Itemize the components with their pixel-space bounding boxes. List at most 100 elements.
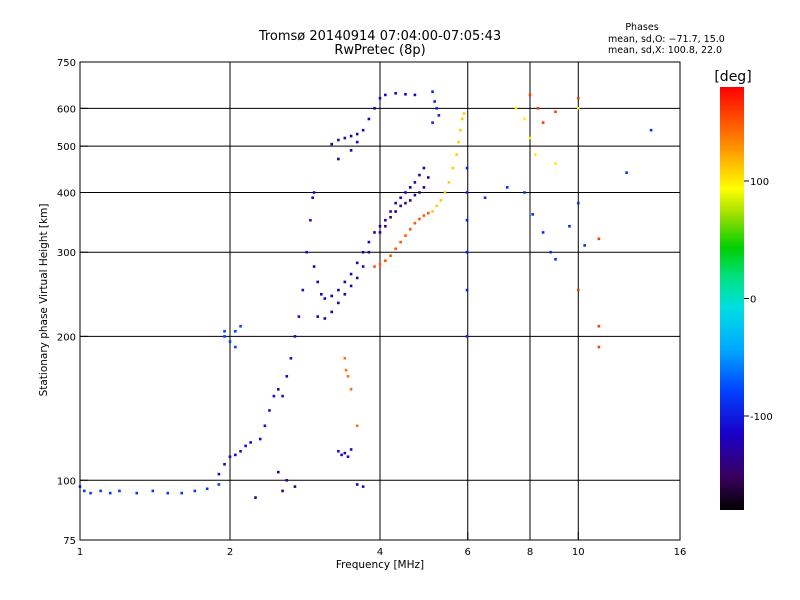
echo-point — [82, 489, 86, 493]
echo-point — [394, 201, 397, 205]
echo-point — [422, 214, 426, 217]
echo-point — [309, 218, 312, 222]
echo-point — [293, 335, 297, 338]
echo-point — [297, 315, 301, 318]
echo-point — [465, 335, 469, 338]
echo-point — [384, 224, 387, 228]
echo-point — [536, 107, 540, 110]
echo-point — [384, 259, 387, 262]
echo-point — [437, 114, 441, 117]
echo-point — [355, 276, 359, 280]
echo-point — [316, 280, 320, 284]
echo-point — [541, 121, 545, 124]
echo-point — [234, 453, 237, 457]
echo-point — [344, 368, 348, 372]
echo-point — [378, 231, 382, 234]
y-tick-label: 300 — [57, 248, 76, 259]
echo-point — [343, 451, 347, 455]
echo-point — [404, 191, 407, 194]
echo-point — [361, 265, 365, 268]
phase-stats-heading: Phases — [625, 22, 658, 33]
echo-point — [399, 240, 402, 244]
echo-point — [431, 210, 434, 213]
echo-point — [426, 211, 430, 215]
echo-point — [373, 265, 376, 268]
echo-point — [281, 394, 284, 398]
echo-point — [337, 301, 340, 305]
echo-point — [455, 153, 458, 156]
echo-point — [465, 218, 469, 222]
echo-point — [465, 288, 469, 292]
echo-point — [228, 455, 232, 459]
y-tick-label: 75 — [63, 536, 76, 547]
echo-point — [234, 345, 237, 349]
echo-point — [349, 149, 353, 152]
echo-point — [217, 472, 221, 476]
echo-point — [118, 489, 121, 493]
echo-point — [108, 491, 112, 495]
echo-point — [378, 224, 382, 228]
x-tick-label: 2 — [227, 547, 233, 558]
echo-point — [349, 134, 353, 138]
echo-point — [554, 257, 557, 261]
echo-point — [625, 171, 628, 175]
plot-area: 1 2 4 6 8 10 16 75 100 200 300 400 500 600 750 — [57, 58, 686, 558]
phase-stats-o-mode: mean, sd,O: −71.7, 15.0 — [608, 34, 725, 45]
echo-point — [301, 288, 305, 292]
echo-point — [249, 441, 252, 444]
echo-point — [431, 90, 434, 94]
echo-point — [505, 186, 509, 189]
echo-point — [576, 288, 580, 292]
echo-point — [418, 173, 421, 177]
echo-point — [426, 176, 430, 179]
echo-point — [349, 284, 353, 288]
echo-point — [549, 250, 552, 254]
echo-point — [418, 217, 421, 221]
echo-point — [272, 394, 276, 398]
echo-point — [597, 345, 601, 349]
echo-point — [349, 448, 353, 451]
echo-point — [355, 132, 359, 136]
echo-point — [305, 250, 308, 254]
echo-point — [355, 261, 359, 265]
echo-point — [285, 478, 289, 482]
echo-point — [312, 265, 316, 268]
colorbar-label: [deg] — [714, 69, 751, 85]
echo-point — [447, 181, 451, 184]
echo-point — [223, 329, 226, 333]
echo-point — [534, 153, 537, 156]
echo-point — [323, 317, 327, 320]
x-tick-label: 6 — [465, 547, 471, 558]
echo-point — [597, 237, 601, 241]
echo-point — [554, 110, 557, 114]
echo-point — [244, 444, 247, 448]
echo-point — [330, 294, 334, 298]
echo-point — [413, 93, 417, 97]
echo-point — [408, 186, 412, 189]
phase-stats-x-mode: mean, sd,X: 100.8, 22.0 — [608, 45, 722, 56]
echo-point — [523, 117, 526, 121]
echo-point — [418, 191, 421, 194]
echo-point — [349, 388, 353, 391]
echo-point — [531, 213, 534, 216]
echo-point — [337, 157, 340, 161]
echo-point — [462, 112, 466, 115]
echo-point — [234, 329, 237, 333]
echo-point — [311, 196, 314, 200]
colorbar-tick-label: 100 — [750, 177, 769, 188]
echo-point — [460, 117, 464, 121]
echo-point — [361, 250, 365, 254]
echo-point — [330, 310, 334, 314]
echo-point — [384, 218, 387, 222]
echo-point — [435, 204, 439, 208]
echo-point — [451, 166, 455, 170]
x-tick-label: 10 — [572, 547, 585, 558]
echo-point — [459, 128, 462, 132]
echo-point — [483, 196, 487, 200]
echo-point — [576, 201, 580, 205]
echo-point — [361, 128, 365, 132]
colorbar-tick-label: -100 — [750, 412, 773, 423]
echo-point — [316, 315, 320, 318]
echo-point — [239, 324, 242, 328]
echo-point — [465, 166, 469, 170]
